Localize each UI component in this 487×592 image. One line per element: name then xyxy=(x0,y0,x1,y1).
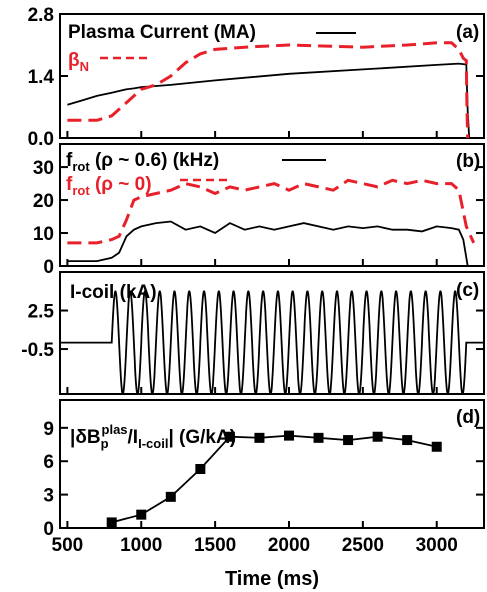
y-tick-label-1-0: 0 xyxy=(43,257,54,278)
legend-i-coil: I-coil (kA) xyxy=(70,282,157,303)
data-point-10 xyxy=(402,435,413,446)
panel-d-frame xyxy=(59,399,485,529)
data-point-7 xyxy=(313,432,324,443)
legend-db-ratio: |δBpplas/II-coil| (G/kA) xyxy=(70,422,236,451)
y-tick-label-0-0: 0.0 xyxy=(28,129,54,150)
panel-c-tag: (c) xyxy=(456,280,479,301)
series-line-1-0 xyxy=(67,220,474,267)
y-tick-label-1-3: 30 xyxy=(33,158,54,179)
data-point-2 xyxy=(165,491,176,502)
y-tick-label-3-2: 6 xyxy=(43,452,54,473)
x-tick-label-1: 1000 xyxy=(120,535,162,556)
y-tick-label-0-2: 2.8 xyxy=(28,5,54,26)
series-line-0-1 xyxy=(67,41,470,139)
y-tick-label-2-1: -0.5 xyxy=(21,340,54,361)
data-point-9 xyxy=(372,431,383,442)
plot-layer xyxy=(60,41,484,528)
x-tick-label-5: 3000 xyxy=(416,535,458,556)
x-tick-label-2: 1500 xyxy=(194,535,236,556)
data-point-4 xyxy=(224,431,235,442)
series-line-2-0 xyxy=(60,290,484,395)
y-tick-label-0-1: 1.4 xyxy=(28,67,55,88)
legend-frot-0: frot (ρ ~ 0) xyxy=(66,174,152,198)
y-tick-label-1-2: 20 xyxy=(33,191,54,212)
data-point-5 xyxy=(254,432,265,443)
panel-d-tag: (d) xyxy=(456,407,480,428)
data-point-6 xyxy=(283,430,294,441)
ticks-layer: 0.0 1.4 2.8 0 10 20 30 2.5 -0.5 0 3 6 9 500 1000 1500 20… xyxy=(21,5,484,556)
data-point-3 xyxy=(195,464,206,475)
data-point-8 xyxy=(343,435,354,446)
x-tick-label-4: 2500 xyxy=(342,535,384,556)
y-tick-label-3-3: 9 xyxy=(43,419,54,440)
panel-b-tag: (b) xyxy=(456,151,480,172)
y-tick-label-2-0: 2.5 xyxy=(28,302,55,323)
series-line-1-1 xyxy=(67,178,476,245)
legend-beta-n: βN xyxy=(68,50,89,74)
data-point-11 xyxy=(431,441,442,452)
panel-b-frame xyxy=(59,143,485,267)
legend-frot-06: frot (ρ ~ 0.6) (kHz) xyxy=(66,150,219,174)
x-axis-title: Time (ms) xyxy=(225,568,319,590)
legend-plasma-current: Plasma Current (MA) xyxy=(68,22,256,43)
data-point-0 xyxy=(106,517,117,528)
data-point-1 xyxy=(136,509,147,520)
x-tick-label-3: 2000 xyxy=(268,535,310,556)
x-tick-label-0: 500 xyxy=(52,535,84,556)
panel-a-tag: (a) xyxy=(456,22,479,43)
y-tick-label-3-0: 0 xyxy=(43,519,54,540)
y-tick-label-1-1: 10 xyxy=(33,224,54,245)
y-tick-label-3-1: 3 xyxy=(43,486,54,507)
panel-c-frame xyxy=(59,271,485,395)
